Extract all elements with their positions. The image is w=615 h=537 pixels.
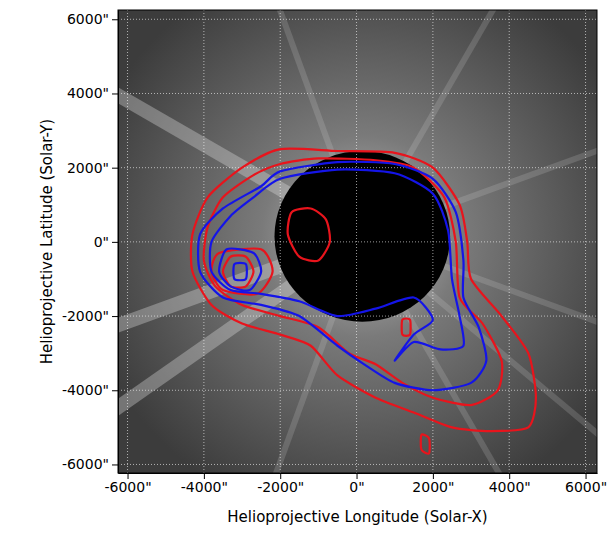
- tick-label: 6000": [565, 479, 607, 495]
- axis-line: [118, 11, 119, 474]
- x-axis-title: Helioprojective Longitude (Solar-X): [227, 508, 487, 526]
- tick-label: 2000": [67, 160, 109, 176]
- tick: 4000": [489, 473, 531, 495]
- tick-label: -2000": [257, 479, 304, 495]
- tick-label: -4000": [62, 382, 109, 398]
- contour-line: [210, 169, 464, 360]
- contour-line: [198, 162, 486, 391]
- tick-label: 0": [94, 234, 109, 250]
- tick: -6000": [104, 473, 151, 495]
- tick: 0": [349, 473, 364, 495]
- tick: 4000": [67, 85, 118, 101]
- tick: -2000": [257, 473, 304, 495]
- contour-line: [421, 434, 430, 453]
- tick: -4000": [62, 382, 118, 398]
- grid: [118, 10, 597, 473]
- tick-mark: [112, 242, 118, 243]
- grid-line: [118, 167, 597, 168]
- contours: [191, 149, 536, 454]
- contour-line: [233, 263, 246, 280]
- tick-label: 6000": [67, 11, 109, 27]
- tick-mark: [112, 93, 118, 94]
- tick-mark: [112, 464, 118, 465]
- grid-line: [118, 464, 597, 465]
- y-axis-title: Helioprojective Latitude (Solar-Y): [38, 119, 56, 364]
- tick-label: 4000": [67, 85, 109, 101]
- axis-line: [119, 473, 598, 474]
- contour-line: [288, 208, 330, 261]
- tick-mark: [112, 168, 118, 169]
- tick-label: -4000": [181, 479, 228, 495]
- tick: 2000": [412, 473, 454, 495]
- grid-line: [585, 10, 586, 473]
- tick-mark: [112, 390, 118, 391]
- grid-line: [118, 93, 597, 94]
- grid-line: [118, 390, 597, 391]
- contour-line: [204, 158, 503, 405]
- tick-label: 0": [349, 479, 364, 495]
- grid-line: [118, 316, 597, 317]
- tick: 2000": [67, 160, 118, 176]
- tick-label: -2000": [62, 308, 109, 324]
- occulter: [274, 151, 450, 322]
- tick: 6000": [565, 473, 607, 495]
- plot-frame: [118, 10, 597, 473]
- grid-line: [118, 241, 597, 242]
- y-axis: -6000" -4000" -2000" 0" 2000" 4000" 6000": [62, 11, 119, 474]
- tick-mark: [112, 19, 118, 20]
- tick: -6000": [62, 456, 118, 472]
- tick-label: 4000": [489, 479, 531, 495]
- tick: -4000": [181, 473, 228, 495]
- x-axis: -6000" -4000" -2000" 0" 2000" 4000" 6000": [104, 473, 607, 495]
- image-ground: [118, 10, 597, 473]
- tick-label: -6000": [104, 479, 151, 495]
- background: [118, 10, 597, 473]
- grid-line: [118, 19, 597, 20]
- contour-line: [219, 249, 261, 291]
- tick-mark: [112, 316, 118, 317]
- tick: -2000": [62, 308, 118, 324]
- grid-line: [356, 10, 357, 473]
- contour-line: [191, 149, 536, 432]
- contour-line: [211, 249, 272, 295]
- tick-label: -6000": [62, 456, 109, 472]
- chart: -6000"-4000"-2000"0"2000"4000"6000"-6000…: [0, 0, 615, 537]
- tick: 0": [94, 234, 118, 250]
- tick: 6000": [67, 11, 118, 27]
- contour-line: [402, 318, 411, 335]
- tick-label: 2000": [412, 479, 454, 495]
